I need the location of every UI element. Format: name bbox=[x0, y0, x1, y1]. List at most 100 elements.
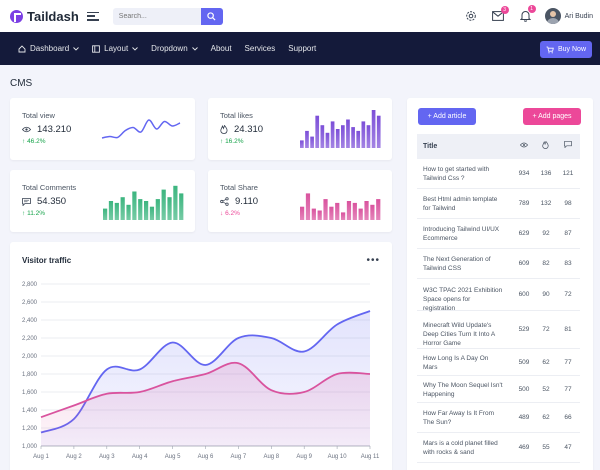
article-comments-count: 66 bbox=[564, 414, 572, 421]
article-title[interactable]: Minecraft Wild Update's Deep Cities Turn… bbox=[423, 322, 495, 347]
bar bbox=[305, 130, 309, 148]
stat-change: ↓ 6.2% bbox=[220, 210, 240, 217]
table-row[interactable]: How to get started with Tailwind Css ? 93… bbox=[417, 159, 580, 189]
nav-item-about[interactable]: About bbox=[211, 44, 232, 53]
y-tick-label: 1,600 bbox=[22, 390, 38, 396]
series-area bbox=[41, 362, 370, 446]
article-views-count: 789 bbox=[518, 200, 530, 207]
article-views-count: 500 bbox=[518, 385, 530, 393]
table-row[interactable]: How Far Away Is It From The Sun? 489 62 66 bbox=[417, 403, 580, 433]
gear-icon bbox=[465, 11, 476, 21]
bar bbox=[346, 119, 350, 148]
table-row[interactable]: Why The Moon Sequel Isn't Happening 500 52… bbox=[417, 376, 580, 403]
brand-logo[interactable]: Taildash bbox=[10, 9, 79, 24]
chart-title: Visitor traffic bbox=[22, 256, 72, 265]
x-tick-label: Aug 2 bbox=[66, 454, 82, 460]
search-input[interactable] bbox=[112, 7, 201, 25]
nav-item-dropdown[interactable]: Dropdown bbox=[151, 44, 198, 53]
buy-now-label: Buy Now bbox=[557, 46, 586, 53]
table-row[interactable]: Minecraft Wild Update's Deep Cities Turn… bbox=[417, 311, 580, 349]
table-row[interactable]: Best Html admin template for Tailwind 789… bbox=[417, 189, 580, 219]
notifications-button[interactable]: 1 bbox=[519, 5, 536, 22]
article-comments-count: 83 bbox=[564, 260, 572, 267]
bar bbox=[370, 204, 375, 220]
stat-value: 54.350 bbox=[37, 196, 67, 207]
article-likes-count: 82 bbox=[542, 260, 550, 267]
nav-item-dashboard[interactable]: Dashboard bbox=[18, 44, 79, 53]
bar bbox=[149, 206, 155, 220]
sparkline bbox=[101, 119, 181, 139]
article-likes-count: 62 bbox=[542, 414, 550, 421]
nav-item-label: Services bbox=[244, 44, 276, 53]
series-line bbox=[40, 361, 371, 419]
stat-card-views: Total view 143.210 ↑ 46.2% bbox=[10, 98, 195, 160]
bar-sparkline bbox=[300, 110, 381, 148]
nav-item-label: Layout bbox=[104, 44, 129, 53]
y-tick-label: 1,200 bbox=[22, 426, 38, 432]
bar bbox=[351, 127, 355, 148]
bar bbox=[161, 189, 166, 220]
article-title[interactable]: Introducing Tailwind UI/UX Ecommerce bbox=[423, 226, 500, 242]
bar bbox=[361, 121, 366, 148]
bar bbox=[335, 129, 340, 148]
bar bbox=[341, 125, 345, 148]
article-title[interactable]: W3C TPAC 2021 Exhibition Space opens for… bbox=[423, 287, 503, 312]
chevron-down-icon bbox=[73, 46, 79, 51]
avatar bbox=[544, 8, 561, 24]
table-row[interactable]: How Long Is A Day On Mars 509 62 77 bbox=[417, 349, 580, 376]
more-options-icon[interactable]: ••• bbox=[366, 255, 380, 266]
x-tick-label: Aug 1 bbox=[33, 454, 49, 460]
stat-card-likes: Total likes 24.310 ↑ 16.2% bbox=[208, 98, 392, 160]
article-views-count: 629 bbox=[518, 230, 530, 237]
article-title[interactable]: How Far Away Is It From The Sun? bbox=[423, 410, 495, 426]
nav-item-layout[interactable]: Layout bbox=[92, 44, 138, 53]
nav-item-support[interactable]: Support bbox=[288, 44, 316, 53]
y-tick-label: 2,000 bbox=[22, 354, 38, 360]
bar bbox=[310, 136, 314, 148]
article-title[interactable]: Why The Moon Sequel Isn't Happening bbox=[423, 381, 503, 398]
article-comments-count: 98 bbox=[564, 200, 572, 207]
nav-item-services[interactable]: Services bbox=[245, 44, 276, 53]
x-tick-label: Aug 3 bbox=[99, 454, 115, 460]
bar bbox=[325, 132, 330, 148]
share-icon bbox=[220, 197, 229, 206]
table-row[interactable]: Introducing Tailwind UI/UX Ecommerce 629 9… bbox=[417, 219, 580, 249]
x-tick-label: Aug 8 bbox=[263, 454, 279, 460]
nav-item-label: Support bbox=[288, 44, 317, 53]
y-tick-label: 2,800 bbox=[22, 282, 38, 288]
series-line bbox=[40, 310, 371, 434]
buy-now-button[interactable]: Buy Now bbox=[540, 41, 592, 58]
table-row[interactable]: Mars is a cold planet filled with rocks … bbox=[417, 433, 580, 463]
article-likes-count: 136 bbox=[540, 170, 552, 177]
bar bbox=[358, 208, 363, 220]
bar bbox=[356, 130, 361, 148]
user-menu[interactable]: Ari Budin bbox=[544, 8, 593, 24]
article-views-count: 600 bbox=[518, 291, 530, 298]
article-title[interactable]: The Next Generation of Tailwind CSS bbox=[423, 256, 491, 272]
bar-sparkline bbox=[300, 193, 381, 220]
article-comments-count: 72 bbox=[564, 291, 572, 298]
article-comments-count: 77 bbox=[564, 358, 572, 366]
article-title[interactable]: How to get started with Tailwind Css ? bbox=[423, 166, 490, 182]
article-title[interactable]: Mars is a cold planet filled with rocks … bbox=[423, 440, 498, 456]
x-tick-label: Aug 7 bbox=[231, 454, 247, 460]
bar bbox=[376, 115, 381, 148]
add-pages-button[interactable]: + Add pages bbox=[523, 108, 581, 125]
settings-button[interactable] bbox=[465, 10, 477, 22]
article-title[interactable]: How Long Is A Day On Mars bbox=[423, 354, 489, 371]
brand-name: Taildash bbox=[27, 8, 79, 24]
menu-toggle-icon[interactable] bbox=[86, 11, 99, 21]
search-button[interactable] bbox=[200, 7, 223, 25]
articles-panel: + Add article + Add pages Title How to g… bbox=[407, 98, 593, 470]
article-likes-count: 62 bbox=[542, 358, 550, 366]
bar bbox=[317, 210, 322, 220]
article-comments-count: 77 bbox=[564, 385, 572, 393]
table-row[interactable]: The Next Generation of Tailwind CSS 609 82… bbox=[417, 249, 580, 279]
article-title[interactable]: Best Html admin template for Tailwind bbox=[423, 196, 498, 212]
bar bbox=[179, 193, 184, 220]
stat-change: ↑ 11.2% bbox=[22, 210, 46, 217]
messages-button[interactable]: 3 bbox=[491, 6, 509, 21]
table-row[interactable]: W3C TPAC 2021 Exhibition Space opens for… bbox=[417, 279, 580, 312]
cart-icon bbox=[546, 46, 554, 53]
add-article-button[interactable]: + Add article bbox=[418, 108, 476, 125]
